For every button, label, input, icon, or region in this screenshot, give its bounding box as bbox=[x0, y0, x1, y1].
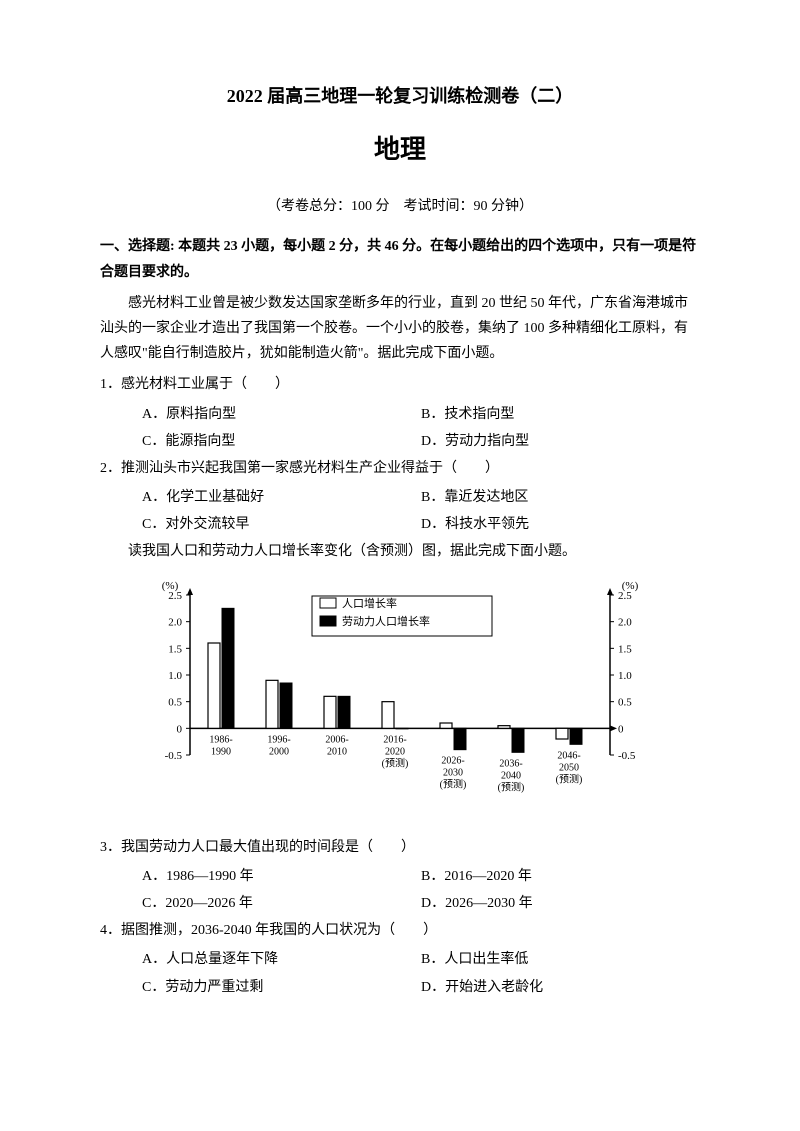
q4-option-c: C．劳动力严重过剩 bbox=[142, 975, 421, 1000]
svg-text:2046-: 2046- bbox=[557, 750, 580, 761]
svg-text:1996-: 1996- bbox=[267, 734, 290, 745]
svg-text:(预测): (预测) bbox=[498, 780, 525, 793]
q4-option-b: B．人口出生率低 bbox=[421, 947, 700, 972]
q1-option-d: D．劳动力指向型 bbox=[421, 429, 700, 454]
svg-text:0: 0 bbox=[618, 723, 624, 735]
sub-title: 地理 bbox=[100, 127, 700, 174]
q3-option-a: A．1986—1990 年 bbox=[142, 864, 421, 889]
svg-text:人口增长率: 人口增长率 bbox=[342, 596, 397, 610]
svg-text:2016-: 2016- bbox=[383, 734, 406, 745]
svg-text:2020: 2020 bbox=[385, 746, 405, 757]
passage-1: 感光材料工业曾是被少数发达国家垄断多年的行业，直到 20 世纪 50 年代，广东… bbox=[100, 291, 700, 367]
svg-text:劳动力人口增长率: 劳动力人口增长率 bbox=[342, 614, 430, 628]
svg-text:(%): (%) bbox=[622, 580, 639, 592]
question-2: 2．推测汕头市兴起我国第一家感光材料生产企业得益于（ ） bbox=[100, 456, 700, 481]
q4-options-row1: A．人口总量逐年下降 B．人口出生率低 bbox=[100, 947, 700, 972]
q1-options-row2: C．能源指向型 D．劳动力指向型 bbox=[100, 429, 700, 454]
svg-text:1.0: 1.0 bbox=[618, 670, 632, 682]
svg-text:2030: 2030 bbox=[443, 767, 463, 778]
q3-options-row2: C．2020—2026 年 D．2026—2030 年 bbox=[100, 891, 700, 916]
q4-options-row2: C．劳动力严重过剩 D．开始进入老龄化 bbox=[100, 975, 700, 1000]
q4-option-d: D．开始进入老龄化 bbox=[421, 975, 700, 1000]
svg-text:1990: 1990 bbox=[211, 746, 231, 757]
q1-option-c: C．能源指向型 bbox=[142, 429, 421, 454]
q1-options-row1: A．原料指向型 B．技术指向型 bbox=[100, 402, 700, 427]
q2-option-d: D．科技水平领先 bbox=[421, 512, 700, 537]
q2-options-row2: C．对外交流较早 D．科技水平领先 bbox=[100, 512, 700, 537]
svg-text:2050: 2050 bbox=[559, 762, 579, 773]
svg-text:(预测): (预测) bbox=[440, 777, 467, 790]
q1-option-b: B．技术指向型 bbox=[421, 402, 700, 427]
svg-text:2010: 2010 bbox=[327, 746, 347, 757]
svg-text:(%): (%) bbox=[162, 580, 179, 592]
svg-text:2036-: 2036- bbox=[499, 758, 522, 769]
q3-option-b: B．2016—2020 年 bbox=[421, 864, 700, 889]
svg-text:2006-: 2006- bbox=[325, 734, 348, 745]
q2-option-b: B．靠近发达地区 bbox=[421, 485, 700, 510]
svg-text:0.5: 0.5 bbox=[168, 696, 182, 708]
q3-option-d: D．2026—2030 年 bbox=[421, 891, 700, 916]
svg-text:(预测): (预测) bbox=[382, 756, 409, 769]
svg-text:1.5: 1.5 bbox=[168, 643, 182, 655]
question-3: 3．我国劳动力人口最大值出现的时间段是（ ） bbox=[100, 835, 700, 860]
question-4: 4．据图推测，2036-2040 年我国的人口状况为（ ） bbox=[100, 918, 700, 943]
question-1: 1．感光材料工业属于（ ） bbox=[100, 372, 700, 397]
svg-text:2040: 2040 bbox=[501, 770, 521, 781]
svg-text:(预测): (预测) bbox=[556, 772, 583, 785]
chart-description: 读我国人口和劳动力人口增长率变化（含预测）图，据此完成下面小题。 bbox=[100, 539, 700, 564]
population-chart: -0.5-0.5000.50.51.01.01.51.52.02.02.52.5… bbox=[140, 575, 660, 815]
svg-text:2026-: 2026- bbox=[441, 755, 464, 766]
q2-option-a: A．化学工业基础好 bbox=[142, 485, 421, 510]
svg-text:-0.5: -0.5 bbox=[165, 750, 183, 762]
q2-option-c: C．对外交流较早 bbox=[142, 512, 421, 537]
q4-option-a: A．人口总量逐年下降 bbox=[142, 947, 421, 972]
svg-text:1.0: 1.0 bbox=[168, 670, 182, 682]
svg-text:0.5: 0.5 bbox=[618, 696, 632, 708]
svg-text:2.0: 2.0 bbox=[618, 616, 632, 628]
main-title: 2022 届高三地理一轮复习训练检测卷（二） bbox=[100, 80, 700, 112]
info-line: （考卷总分：100 分 考试时间：90 分钟） bbox=[100, 194, 700, 219]
q3-option-c: C．2020—2026 年 bbox=[142, 891, 421, 916]
svg-text:0: 0 bbox=[177, 723, 183, 735]
q3-options-row1: A．1986—1990 年 B．2016—2020 年 bbox=[100, 864, 700, 889]
svg-text:1.5: 1.5 bbox=[618, 643, 632, 655]
svg-text:2.0: 2.0 bbox=[168, 616, 182, 628]
svg-text:1986-: 1986- bbox=[209, 734, 232, 745]
section-heading: 一、选择题: 本题共 23 小题，每小题 2 分，共 46 分。在每小题给出的四… bbox=[100, 234, 700, 284]
chart-svg: -0.5-0.5000.50.51.01.01.51.52.02.02.52.5… bbox=[140, 575, 660, 815]
q1-option-a: A．原料指向型 bbox=[142, 402, 421, 427]
svg-text:2000: 2000 bbox=[269, 746, 289, 757]
q2-options-row1: A．化学工业基础好 B．靠近发达地区 bbox=[100, 485, 700, 510]
svg-text:-0.5: -0.5 bbox=[618, 750, 636, 762]
